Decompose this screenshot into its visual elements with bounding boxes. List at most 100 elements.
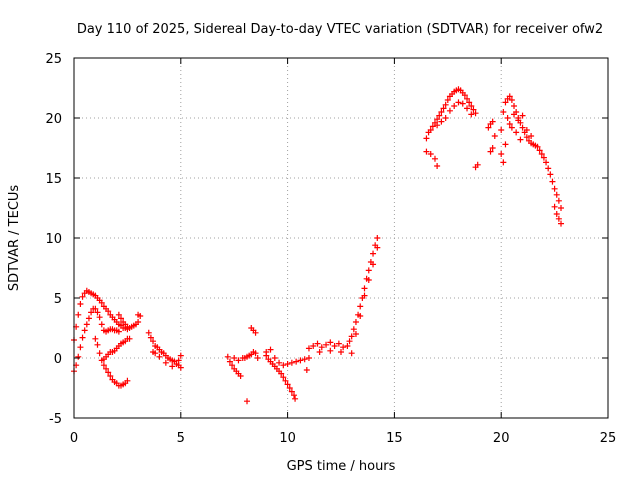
data-point [229,362,236,369]
data-point [88,309,95,316]
data-point [434,116,441,123]
x-tick-label: 10 [279,431,296,446]
data-point [365,267,372,274]
data-point [357,313,364,319]
data-point [558,205,565,211]
data-point [271,355,278,361]
data-point [365,277,372,283]
data-point [455,99,462,106]
data-point [434,122,441,129]
data-point [237,373,244,379]
data-point [551,203,558,210]
data-point [555,197,562,204]
data-point [474,161,481,168]
data-point [280,362,287,369]
data-point [429,123,436,130]
data-point [442,101,449,108]
data-point [280,374,287,381]
data-point [361,285,368,292]
data-point [297,357,304,364]
data-point [555,215,562,222]
data-point [427,127,434,133]
data-point [370,250,377,257]
data-point [440,105,447,112]
data-point [357,303,364,310]
data-point [506,93,513,100]
data-point [100,362,107,369]
data-point [293,358,300,365]
data-point [77,344,84,351]
data-point [374,244,381,251]
data-point [498,151,505,157]
data-point [436,112,443,119]
x-tick-labels: 0 5 10 15 20 25 [70,431,616,446]
data-point [553,211,560,217]
data-point [331,343,338,349]
data-point [491,133,498,139]
y-tick-label: 20 [45,112,62,127]
data-point [464,95,471,102]
series-arc-e [498,93,565,227]
data-point [105,308,112,315]
data-point [508,124,515,131]
data-point [431,155,438,162]
data-point [352,319,359,325]
data-point [79,293,86,300]
data-point [284,381,291,388]
data-point [98,321,105,328]
data-point [468,103,475,109]
data-point [327,347,334,354]
data-point [335,340,342,347]
data-point [519,112,526,119]
data-point [284,361,291,367]
data-point [252,350,259,357]
x-axis-label: GPS time / hours [287,459,396,474]
data-point [175,357,182,364]
data-point [75,311,82,318]
data-point [135,319,142,325]
data-point [292,395,299,402]
data-point [489,145,496,151]
data-point [282,377,289,384]
data-point [231,355,238,361]
data-point [536,147,543,154]
data-point [438,118,445,125]
data-point [124,323,131,330]
series-arc-c-rise [305,235,381,357]
data-point [79,334,86,341]
data-point [75,353,82,360]
y-tick-label: -5 [49,412,62,427]
data-point [152,350,159,357]
data-point [446,107,453,114]
data-point [124,377,131,384]
data-point [77,301,84,307]
data-point [346,338,353,345]
data-point [150,338,157,345]
y-tick-label: 0 [54,352,62,367]
data-point [98,299,105,306]
data-point [226,358,233,365]
x-tick-label: 25 [600,431,617,446]
data-point [162,359,169,366]
data-point [350,326,357,333]
data-point [137,313,144,319]
x-tick-label: 0 [70,431,78,446]
data-point [504,115,511,121]
data-point [314,340,321,347]
y-tick-label: 10 [45,232,62,247]
data-point [543,159,550,166]
data-point [370,261,377,268]
data-point [434,163,441,169]
data-point [169,363,176,370]
data-point [508,97,515,103]
data-point [549,178,556,185]
data-point [96,314,103,321]
data-point [502,99,509,106]
data-point [513,129,520,136]
data-point [94,341,101,348]
data-point [374,235,381,241]
data-point [81,327,88,334]
y-tick-labels: -5 0 5 10 15 20 25 [45,52,62,427]
series-arc-a-lower [71,305,122,375]
